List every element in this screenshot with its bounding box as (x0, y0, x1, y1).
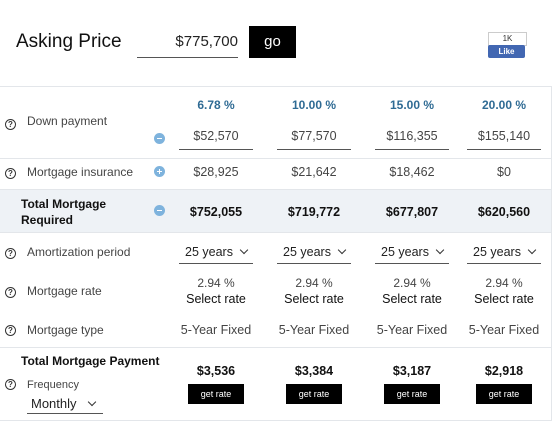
select-rate[interactable]: Select rate (186, 292, 246, 306)
input-underline (375, 149, 449, 150)
insurance: $18,462 (389, 165, 435, 179)
help-icon[interactable]: ? (5, 248, 16, 259)
row-label: Total Mortgage Payment (21, 354, 160, 368)
rate: 2.94 % (393, 276, 431, 290)
row-label: Mortgage insurance (27, 165, 134, 179)
rate: 2.94 % (197, 276, 235, 290)
insurance: $21,642 (291, 165, 337, 179)
total-payment: $3,384 (294, 364, 334, 378)
down-payment[interactable]: $52,570 (193, 129, 239, 143)
amortization-value: 25 years (381, 245, 429, 259)
asking-price-input[interactable]: $775,700 (175, 33, 238, 50)
help-icon[interactable]: ? (5, 325, 16, 336)
help-icon[interactable]: ? (5, 379, 16, 390)
down-payment[interactable]: $155,140 (477, 129, 531, 143)
amortization-select[interactable]: 25 years (467, 243, 541, 264)
divider (0, 158, 552, 159)
total-payment: $2,918 (484, 364, 524, 378)
divider (0, 189, 552, 190)
input-underline (179, 149, 253, 150)
input-underline (467, 149, 541, 150)
row-label: Amortization period (27, 245, 131, 259)
total-payment: $3,536 (196, 364, 236, 378)
percent[interactable]: 10.00 % (291, 98, 337, 112)
amortization-select[interactable]: 25 years (375, 243, 449, 264)
row-label: Down payment (27, 114, 108, 128)
mortgage-type: 5-Year Fixed (278, 323, 350, 337)
minus-icon[interactable] (154, 205, 165, 216)
percent[interactable]: 20.00 % (481, 98, 527, 112)
asking-price-label: Asking Price (16, 31, 122, 52)
chevron (435, 245, 445, 255)
amortization-value: 25 years (185, 245, 233, 259)
chevron (527, 245, 537, 255)
get-rate-button[interactable]: get rate (384, 384, 440, 404)
row-label: Total Mortgage Required (21, 197, 107, 227)
frequency-label: Frequency (27, 379, 79, 391)
minus-icon[interactable] (154, 133, 165, 144)
plus-icon[interactable] (154, 166, 165, 177)
rate: 2.94 % (485, 276, 523, 290)
chevron (337, 245, 347, 255)
go-button[interactable]: go (249, 26, 296, 58)
frequency-value: Monthly (31, 396, 77, 411)
mortgage-type: 5-Year Fixed (468, 323, 540, 337)
percent[interactable]: 15.00 % (389, 98, 435, 112)
input-underline (137, 57, 238, 58)
total-band (0, 190, 552, 232)
divider (0, 347, 552, 348)
select-rate[interactable]: Select rate (474, 292, 534, 306)
mortgage-type: 5-Year Fixed (180, 323, 252, 337)
total-required: $620,560 (477, 205, 531, 219)
select-rate[interactable]: Select rate (284, 292, 344, 306)
total-payment: $3,187 (392, 364, 432, 378)
amortization-value: 25 years (283, 245, 331, 259)
row-label: Mortgage rate (27, 284, 102, 298)
help-icon[interactable]: ? (5, 287, 16, 298)
total-required: $752,055 (189, 205, 243, 219)
divider (0, 232, 552, 233)
total-required: $677,807 (385, 205, 439, 219)
insurance: $28,925 (193, 165, 239, 179)
get-rate-button[interactable]: get rate (476, 384, 532, 404)
input-underline (277, 149, 351, 150)
divider (0, 420, 552, 421)
get-rate-button[interactable]: get rate (286, 384, 342, 404)
total-required: $719,772 (287, 205, 341, 219)
insurance: $0 (497, 165, 511, 179)
mortgage-type: 5-Year Fixed (376, 323, 448, 337)
rate: 2.94 % (295, 276, 333, 290)
amortization-select[interactable]: 25 years (277, 243, 351, 264)
amortization-select[interactable]: 25 years (179, 243, 253, 264)
divider (0, 86, 552, 87)
amortization-value: 25 years (473, 245, 521, 259)
like-button[interactable]: Like (488, 45, 525, 58)
like-count: 1K (488, 32, 527, 46)
down-payment[interactable]: $77,570 (291, 129, 337, 143)
chevron (87, 397, 96, 407)
frequency-select[interactable]: Monthly (27, 394, 103, 414)
help-icon[interactable]: ? (5, 119, 16, 130)
help-icon[interactable]: ? (5, 168, 16, 179)
chevron (239, 245, 249, 255)
row-label: Mortgage type (27, 323, 104, 337)
table-border (551, 86, 552, 420)
get-rate-button[interactable]: get rate (188, 384, 244, 404)
percent[interactable]: 6.78 % (197, 98, 235, 112)
select-rate[interactable]: Select rate (382, 292, 442, 306)
down-payment[interactable]: $116,355 (386, 129, 438, 143)
